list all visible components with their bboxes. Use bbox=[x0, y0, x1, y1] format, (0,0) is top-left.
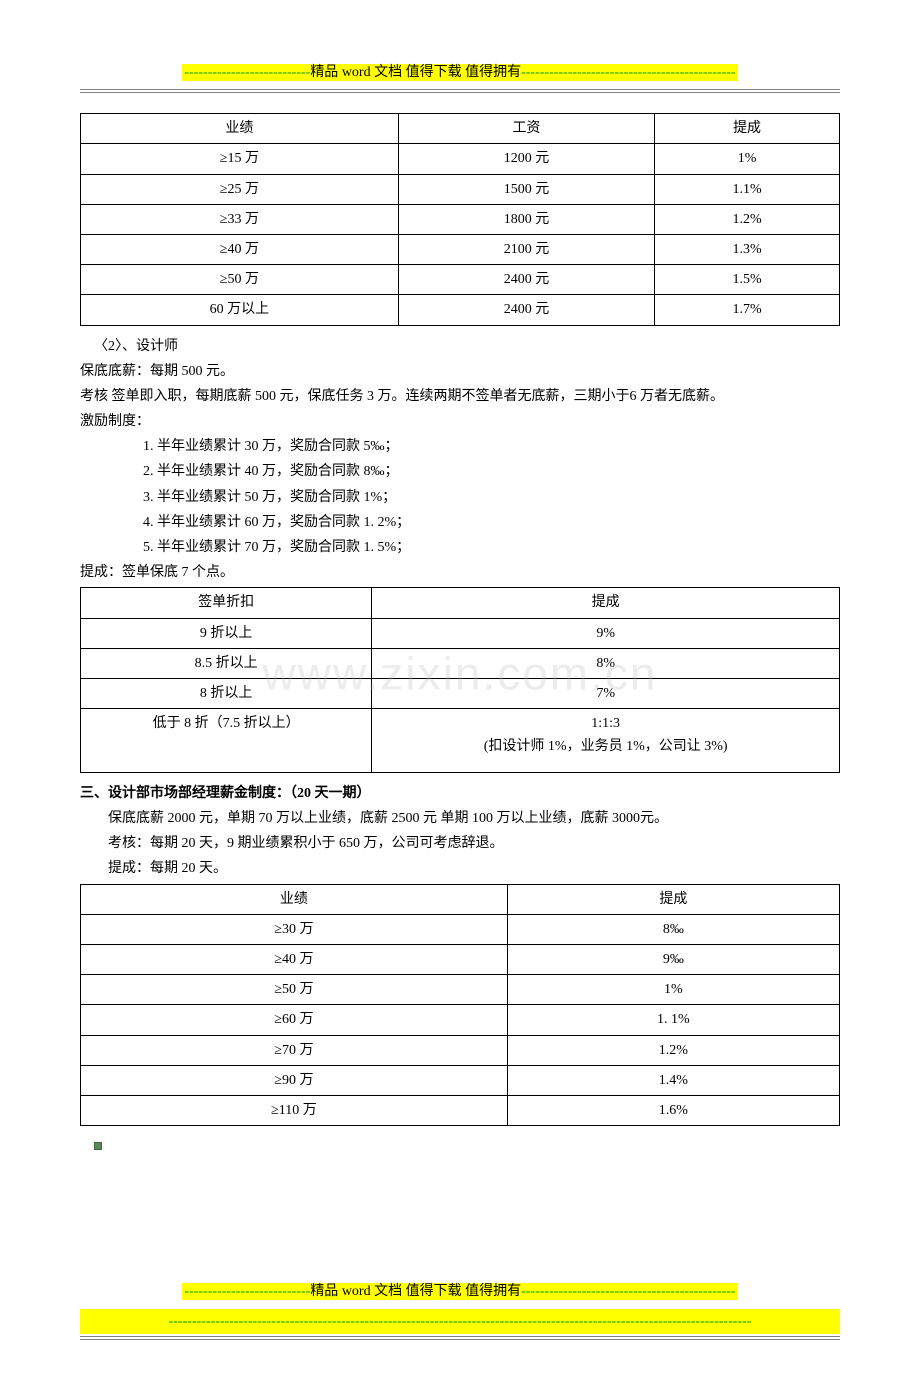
page-content: ---------------------------精品 word 文档 值得… bbox=[80, 60, 840, 1340]
table-row: ≥60 万1. 1% bbox=[81, 1005, 840, 1035]
commission-note: 提成：签单保底 7 个点。 bbox=[80, 560, 840, 585]
table-row: ≥15 万1200 元1% bbox=[81, 144, 840, 174]
incentive-list: 1. 半年业绩累计 30 万，奖励合同款 5‰； 2. 半年业绩累计 40 万，… bbox=[80, 434, 840, 560]
section3-base-salary: 保底底薪 2000 元，单期 70 万以上业绩，底薪 2500 元 单期 100… bbox=[80, 806, 840, 831]
discount-below-8: 低于 8 折（7.5 折以上） bbox=[81, 709, 372, 773]
table-row: 业绩 提成 bbox=[81, 884, 840, 914]
table-row: ≥40 万2100 元1.3% bbox=[81, 234, 840, 264]
section3-assessment: 考核：每期 20 天，9 期业绩累积小于 650 万，公司可考虑辞退。 bbox=[80, 831, 840, 856]
designer-title: 〈2〉、设计师 bbox=[80, 334, 840, 359]
list-item: 1. 半年业绩累计 30 万，奖励合同款 5‰； bbox=[143, 434, 840, 459]
discount-ratio-cell: 1:1:3 (扣设计师 1%，业务员 1%，公司让 3%) bbox=[372, 709, 840, 773]
footer-dashes-left: --------------------------- bbox=[184, 1284, 310, 1299]
table-row: 业绩 工资 提成 bbox=[81, 114, 840, 144]
section3-title: 三、设计部市场部经理薪金制度：（20 天一期） bbox=[80, 781, 840, 806]
table-row: 低于 8 折（7.5 折以上） 1:1:3 (扣设计师 1%，业务员 1%，公司… bbox=[81, 709, 840, 773]
table-row: ≥70 万1.2% bbox=[81, 1035, 840, 1065]
table-row: 8 折以上7% bbox=[81, 678, 840, 708]
list-item: 3. 半年业绩累计 50 万，奖励合同款 1%； bbox=[143, 485, 840, 510]
col-header: 提成 bbox=[507, 884, 839, 914]
list-item: 2. 半年业绩累计 40 万，奖励合同款 8‰； bbox=[143, 459, 840, 484]
performance-table-3: 业绩 提成 ≥30 万8‰ ≥40 万9‰ ≥50 万1% ≥60 万1. 1%… bbox=[80, 884, 840, 1127]
header-label: 精品 word 文档 值得下载 值得拥有 bbox=[310, 65, 521, 80]
table-row: ≥110 万1.6% bbox=[81, 1095, 840, 1125]
col-header: 业绩 bbox=[81, 884, 508, 914]
section3-commission: 提成：每期 20 天。 bbox=[80, 856, 840, 881]
table-row: ≥30 万8‰ bbox=[81, 914, 840, 944]
footer-label: 精品 word 文档 值得下载 值得拥有 bbox=[310, 1284, 521, 1299]
table-row: ≥50 万1% bbox=[81, 975, 840, 1005]
table-row: ≥50 万2400 元1.5% bbox=[81, 265, 840, 295]
ratio-detail: (扣设计师 1%，业务员 1%，公司让 3%) bbox=[378, 736, 833, 758]
col-header: 提成 bbox=[372, 588, 840, 618]
list-item: 4. 半年业绩累计 60 万，奖励合同款 1. 2%； bbox=[143, 510, 840, 535]
footer-dashes-line: ----------------------------------------… bbox=[80, 1309, 840, 1334]
footer: ---------------------------精品 word 文档 值得… bbox=[80, 1279, 840, 1339]
col-header: 提成 bbox=[655, 114, 840, 144]
designer-assessment: 考核 签单即入职，每期底薪 500 元，保底任务 3 万。连续两期不签单者无底薪… bbox=[80, 384, 840, 409]
marker-line bbox=[80, 1134, 840, 1159]
footer-banner: ---------------------------精品 word 文档 值得… bbox=[80, 1279, 840, 1304]
table-row: ≥33 万1800 元1.2% bbox=[81, 204, 840, 234]
table-row: ≥25 万1500 元1.1% bbox=[81, 174, 840, 204]
table-row: 签单折扣 提成 bbox=[81, 588, 840, 618]
ratio-text: 1:1:3 bbox=[378, 713, 833, 735]
table-row: ≥40 万9‰ bbox=[81, 945, 840, 975]
footer-banner-text: ---------------------------精品 word 文档 值得… bbox=[182, 1283, 737, 1300]
col-header: 工资 bbox=[398, 114, 654, 144]
footer-dashes-right: ----------------------------------------… bbox=[521, 1284, 735, 1299]
col-header: 业绩 bbox=[81, 114, 399, 144]
table-row: ≥90 万1.4% bbox=[81, 1065, 840, 1095]
discount-table: 签单折扣 提成 9 折以上9% 8.5 折以上8% 8 折以上7% 低于 8 折… bbox=[80, 587, 840, 773]
header-dashes-right: ----------------------------------------… bbox=[521, 65, 735, 80]
table-row: 60 万以上2400 元1.7% bbox=[81, 295, 840, 325]
performance-table-1: 业绩 工资 提成 ≥15 万1200 元1% ≥25 万1500 元1.1% ≥… bbox=[80, 113, 840, 325]
table-row: 9 折以上9% bbox=[81, 618, 840, 648]
header-banner: ---------------------------精品 word 文档 值得… bbox=[80, 60, 840, 85]
designer-incentive-title: 激励制度： bbox=[80, 409, 840, 434]
square-icon bbox=[94, 1142, 102, 1150]
designer-base-salary: 保底底薪：每期 500 元。 bbox=[80, 359, 840, 384]
footer-divider bbox=[80, 1336, 840, 1340]
header-dashes-left: --------------------------- bbox=[184, 65, 310, 80]
header-banner-text: ---------------------------精品 word 文档 值得… bbox=[182, 64, 737, 81]
header-divider bbox=[80, 89, 840, 93]
list-item: 5. 半年业绩累计 70 万，奖励合同款 1. 5%； bbox=[143, 535, 840, 560]
table-row: 8.5 折以上8% bbox=[81, 648, 840, 678]
col-header: 签单折扣 bbox=[81, 588, 372, 618]
